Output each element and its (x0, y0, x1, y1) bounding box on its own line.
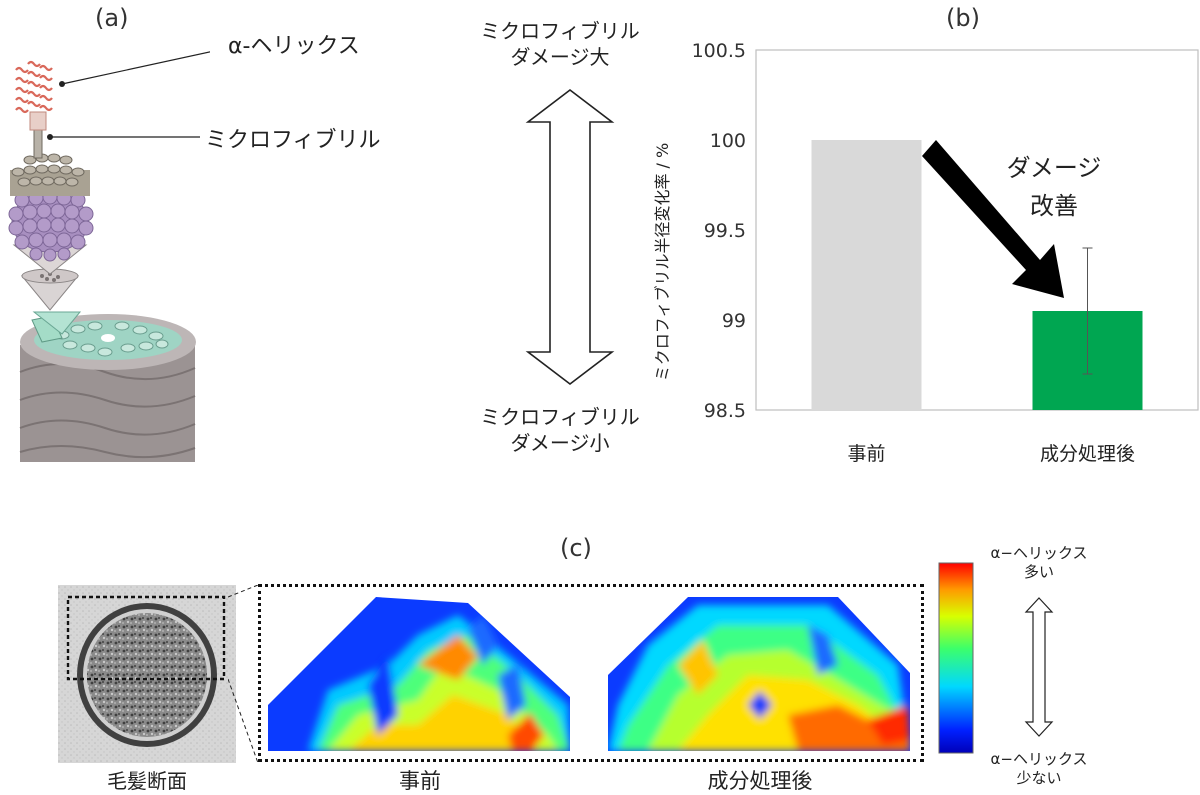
bars (811, 140, 1143, 410)
y-axis-title: ミクロフィブリル半径変化率 / % (653, 143, 672, 381)
damage-small-label: ミクロフィブリル ダメージ小 (480, 404, 640, 456)
map-before-caption: 事前 (399, 769, 441, 793)
hair-cross-section-image (58, 585, 236, 763)
maps-frame (258, 584, 924, 762)
cross-section-caption: 毛髪断面 (107, 769, 187, 793)
damage-double-arrow-icon (525, 88, 615, 386)
microfibril-bundle-icon (10, 153, 90, 196)
annotation-line2: 改善 (1030, 192, 1078, 220)
damage-large-line1: ミクロフィブリル (480, 19, 640, 43)
hair-structure-illustration (8, 51, 210, 462)
damage-large-label: ミクロフィブリル ダメージ大 (480, 18, 640, 70)
colorbar (938, 562, 974, 754)
alpha-helix-map-before (268, 597, 570, 751)
colorbar-low-label: α−ヘリックス 少ない (984, 750, 1094, 788)
y-tick-label: 100.5 (692, 40, 746, 62)
panel-b-label: (b) (946, 4, 980, 32)
alpha-helix-callout: α-ヘリックス (228, 34, 360, 59)
error-bar (1082, 247, 1093, 375)
panel-a-label: (a) (95, 4, 129, 32)
colorbar-low-line1: α−ヘリックス (990, 750, 1088, 768)
microfibril-callout: ミクロフィブリル (205, 128, 381, 153)
panel-c-label: (c) (560, 534, 592, 562)
damage-small-line1: ミクロフィブリル (480, 405, 640, 429)
x-tick-label: 成分処理後 (1040, 443, 1135, 465)
microfibril-single-icon (29, 111, 47, 159)
x-axis-labels: 事前 成分処理後 (847, 443, 1135, 465)
y-tick-label: 99 (722, 310, 746, 332)
y-tick-label: 98.5 (704, 400, 746, 422)
alpha-helix-map-after (608, 597, 910, 751)
zoom-lines (228, 585, 259, 764)
annotation-line1: ダメージ (1007, 154, 1102, 182)
damage-small-line2: ダメージ小 (510, 431, 610, 455)
bar-before (811, 140, 922, 410)
colorbar-high-line1: α−ヘリックス (990, 544, 1088, 562)
y-tick-label: 99.5 (704, 220, 746, 242)
colorbar-low-line2: 少ない (1016, 769, 1062, 787)
bar-chart: ミクロフィブリル半径変化率 / % 98.5 99 99.5 100 100.5 事前 成… (653, 40, 1199, 465)
damage-large-line2: ダメージ大 (510, 45, 610, 69)
improvement-arrow-icon (922, 140, 1064, 298)
alpha-helix-icon (15, 60, 53, 114)
y-tick-label: 100 (710, 130, 746, 152)
colorbar-double-arrow-icon (1024, 597, 1054, 737)
y-axis-ticks: 98.5 99 99.5 100 100.5 (692, 40, 746, 422)
colorbar-high-line2: 多い (1023, 563, 1054, 581)
cortex-bundle-icon (8, 189, 94, 262)
x-tick-label: 事前 (847, 443, 885, 465)
colorbar-high-label: α−ヘリックス 多い (984, 544, 1094, 582)
map-after-caption: 成分処理後 (707, 769, 813, 793)
